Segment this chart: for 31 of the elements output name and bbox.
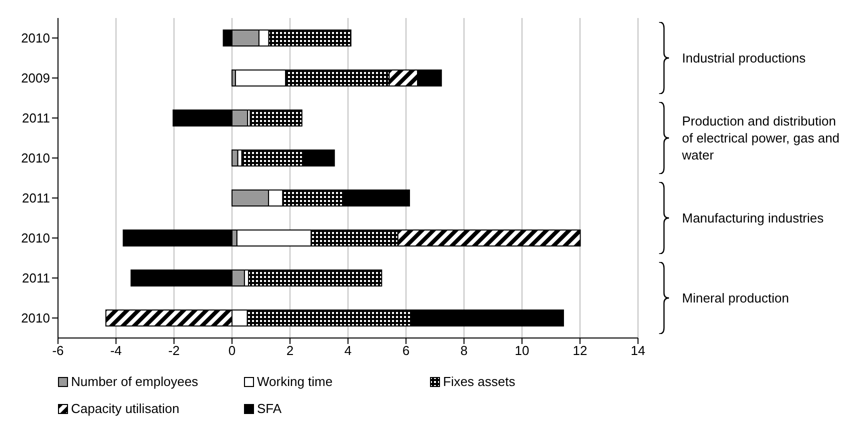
x-tick-label: 14 [630,343,646,358]
legend-label: Fixes assets [443,374,516,389]
bar [250,110,302,126]
y-tick-label: 2011 [22,270,50,286]
text: Manufacturing industries [682,210,825,226]
x-tick-label: 6 [402,343,410,358]
x-tick-label: -2 [168,343,180,358]
y-tick-label: 2010 [21,230,50,246]
bar [122,230,232,246]
text: Mineral production [682,290,790,306]
bar [248,270,382,286]
legend-label: Number of employees [71,374,198,389]
x-tick-label: 2 [286,343,294,358]
x-tick-label: -6 [52,343,64,358]
x-tick-label: 10 [514,343,530,358]
text: Production and distribution of electrical power, gas and water [682,112,841,164]
x-tick-label: -4 [110,343,122,358]
x-tick-label: 0 [228,343,236,358]
legend-label: Capacity utilisation [71,401,180,416]
y-tick-label: 2010 [21,310,50,326]
text: Industrial productions [682,50,807,66]
y-tick-label: 2010 [21,150,50,166]
x-tick-label: 8 [460,343,468,358]
x-tick-label: 12 [572,343,588,358]
y-tick-label: 2010 [21,30,50,46]
legend-label: Working time [257,374,333,389]
y-tick-label: 2011 [22,190,50,206]
legend-label: SFA [257,401,282,416]
y-tick-label: 2011 [22,110,50,126]
y-tick-label: 2009 [21,70,50,86]
x-tick-label: 4 [344,343,352,358]
